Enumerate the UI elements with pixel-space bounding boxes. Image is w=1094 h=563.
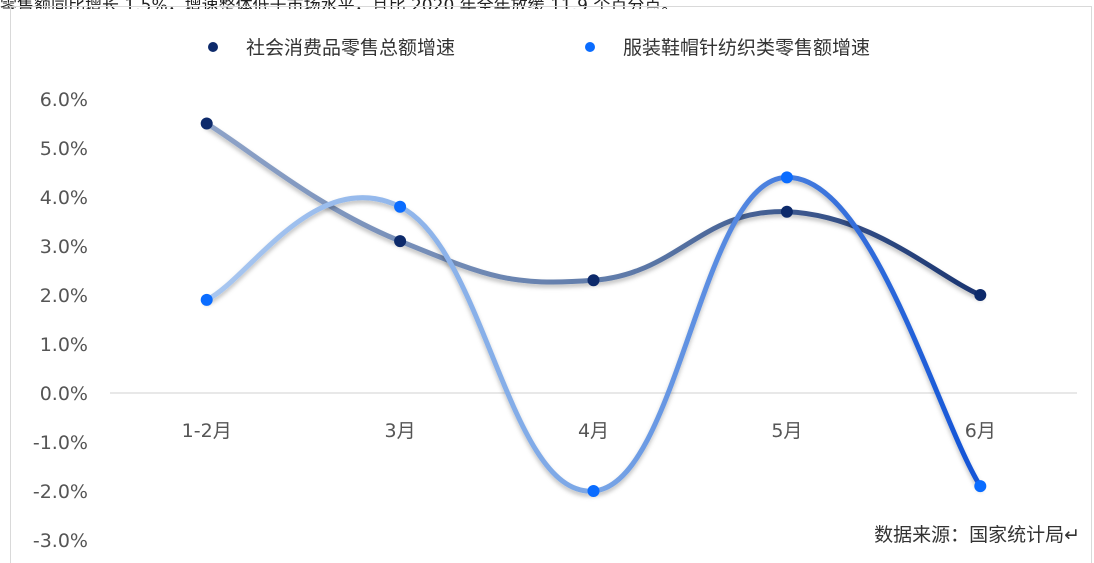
y-tick-label: -2.0%: [33, 481, 88, 503]
chart-legend: 社会消费品零售总额增速 服装鞋帽针纺织类零售额增速: [185, 37, 870, 59]
y-tick-label: 0.0%: [40, 383, 88, 405]
data-point-series-1: [394, 200, 407, 213]
y-tick-label: 2.0%: [40, 285, 88, 307]
y-tick-label: 5.0%: [40, 138, 88, 160]
y-tick-label: 4.0%: [40, 187, 88, 209]
top-caption-text: 零售额同比增长 1.5%，增速整体低于市场水平，且比 2020 年全年放缓 11…: [0, 0, 1094, 9]
data-point-series-1: [200, 293, 213, 306]
legend-label-series-0: 社会消费品零售总额增速: [246, 37, 455, 59]
data-point-series-1: [780, 171, 793, 184]
data-point-series-1: [974, 480, 987, 493]
y-tick-label: 1.0%: [40, 334, 88, 356]
x-tick-label: 6月: [965, 420, 996, 442]
x-tick-label: 3月: [385, 420, 416, 442]
y-tick-label: 6.0%: [40, 89, 88, 111]
series-line-1: [204, 174, 983, 494]
x-tick-label: 1-2月: [182, 420, 232, 442]
legend-marker-series-0: [208, 42, 218, 52]
x-tick-label: 4月: [578, 420, 609, 442]
y-axis: 6.0% 5.0% 4.0% 3.0% 2.0% 1.0% 0.0% -1.0% -2.0% -3…: [33, 89, 88, 552]
legend-item-series-1: 服装鞋帽针纺织类零售额增速: [562, 37, 870, 59]
data-point-series-0: [974, 289, 987, 301]
series-points: [200, 117, 987, 497]
data-point-series-0: [394, 235, 407, 248]
data-point-series-1: [587, 485, 600, 497]
legend-marker-series-1: [585, 42, 595, 52]
data-point-series-0: [200, 117, 213, 130]
y-tick-label: -1.0%: [33, 432, 88, 454]
legend-item-series-0: 社会消费品零售总额增速: [185, 37, 455, 59]
data-point-series-0: [587, 274, 600, 287]
x-axis: 1-2月 3月 4月 5月 6月: [182, 420, 996, 442]
source-note: 数据来源：国家统计局↵: [874, 524, 1080, 546]
legend-label-series-1: 服装鞋帽针纺织类零售额增速: [623, 37, 870, 59]
data-point-series-0: [780, 205, 793, 218]
chart-frame: [10, 6, 1092, 563]
y-tick-label: -3.0%: [33, 530, 88, 552]
y-tick-label: 3.0%: [40, 236, 88, 258]
x-tick-label: 5月: [771, 420, 802, 442]
